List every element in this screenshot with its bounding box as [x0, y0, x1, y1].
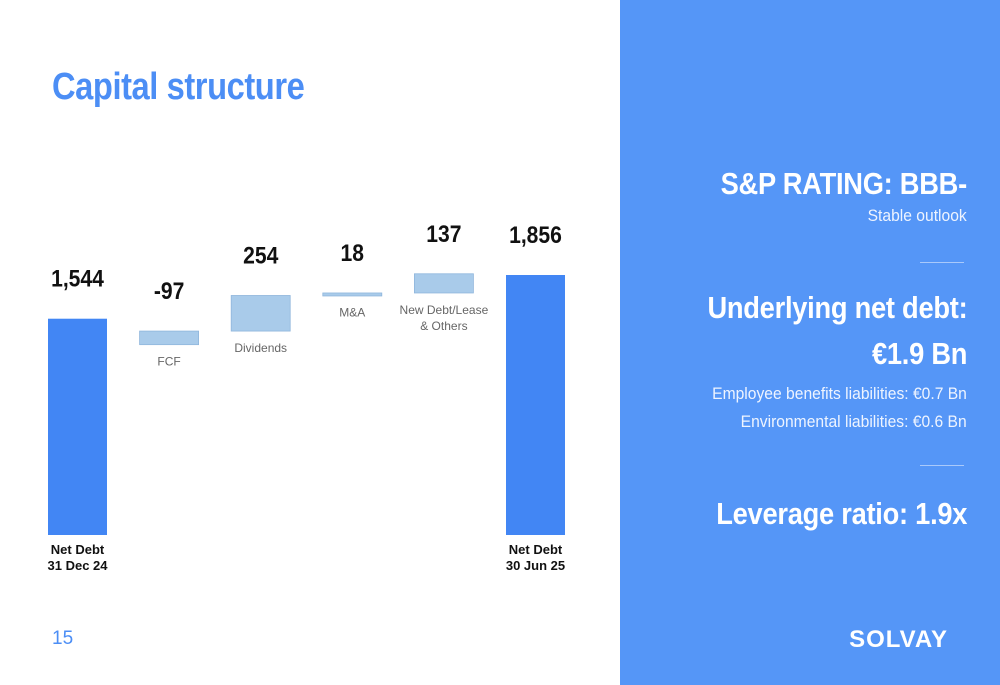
employee-liabilities: Employee benefits liabilities: €0.7 Bn [712, 384, 967, 403]
category-label: Dividends [234, 341, 287, 355]
value-label: 1,856 [509, 222, 562, 249]
leverage-ratio: Leverage ratio: 1.9x [716, 496, 967, 531]
rating-title: S&P RATING: BBB- [720, 166, 968, 201]
net-debt-title: Underlying net debt: [707, 290, 967, 325]
net-debt-value: €1.9 Bn [871, 336, 967, 371]
value-label: 137 [426, 221, 461, 248]
category-label: & Others [420, 319, 467, 333]
bar-1 [139, 330, 200, 346]
value-label: 254 [243, 242, 279, 269]
category-label: Net Debt [51, 542, 105, 557]
bar-2 [230, 295, 291, 332]
summary-panel: S&P RATING: BBB- Stable outlook Underlyi… [620, 0, 1000, 685]
value-label: 1,544 [51, 265, 104, 292]
category-label: New Debt/Lease [400, 303, 489, 317]
page-number: 15 [52, 628, 74, 649]
solvay-logo: SOLVAY [849, 626, 948, 653]
bar-5 [506, 275, 565, 535]
rating-outlook: Stable outlook [867, 206, 967, 225]
environmental-liabilities: Environmental liabilities: €0.6 Bn [740, 412, 967, 431]
category-label: 31 Dec 24 [48, 558, 109, 573]
category-label: FCF [157, 355, 180, 369]
bar-4 [413, 273, 474, 294]
panel-divider [920, 465, 964, 466]
bar-3 [322, 292, 383, 297]
category-label: Net Debt [509, 542, 563, 557]
category-label: 30 Jun 25 [506, 558, 565, 573]
page-title: Capital structure [52, 66, 305, 108]
panel-divider [920, 262, 964, 263]
value-label: -97 [154, 278, 185, 305]
bar-0 [48, 318, 107, 535]
category-label: M&A [339, 305, 365, 319]
value-label: 18 [341, 240, 364, 267]
